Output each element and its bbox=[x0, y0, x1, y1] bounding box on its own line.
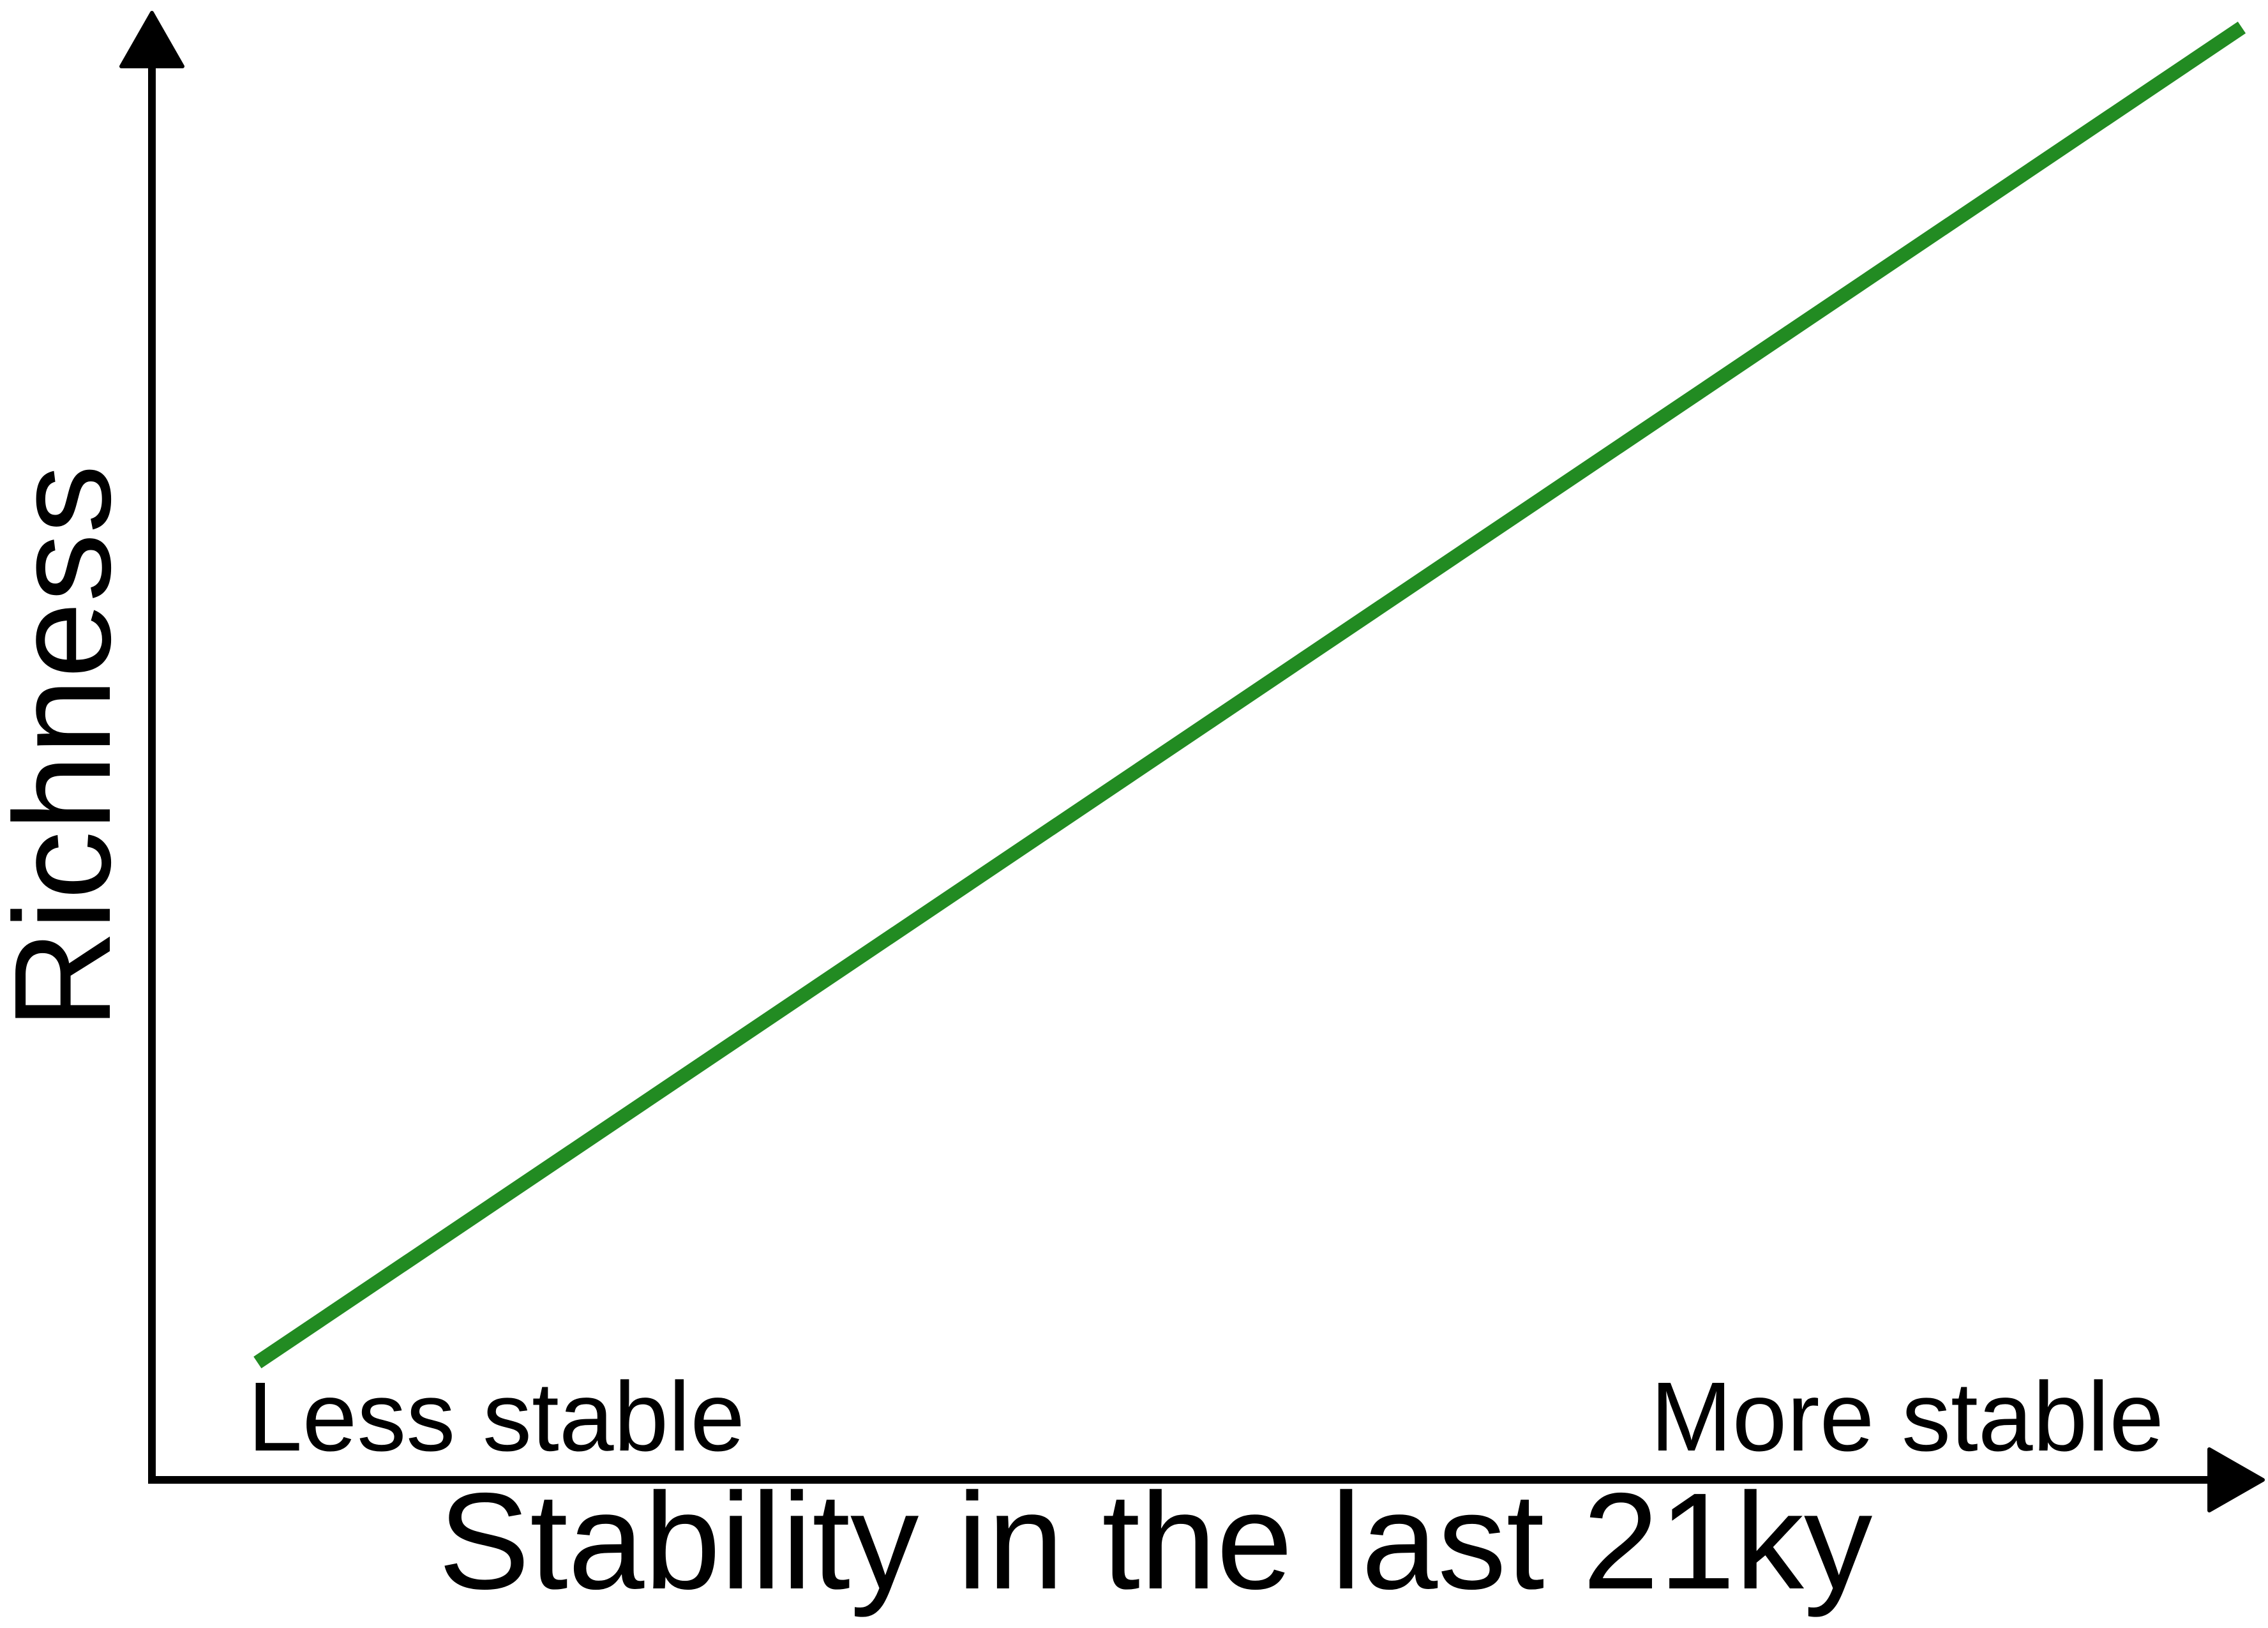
x-axis-arrowhead bbox=[2207, 1447, 2265, 1512]
y-axis-arrowhead bbox=[119, 11, 184, 68]
y-axis-label: Richness bbox=[0, 465, 139, 1029]
x-axis-label: Stability in the last 21ky bbox=[439, 1464, 1873, 1618]
x-tick-label-more-stable: More stable bbox=[1650, 1362, 2164, 1472]
series-layer bbox=[253, 21, 2246, 1369]
axes bbox=[119, 11, 2265, 1512]
series-line-1 bbox=[253, 21, 2246, 1369]
x-tick-label-less-stable: Less stable bbox=[248, 1362, 745, 1472]
